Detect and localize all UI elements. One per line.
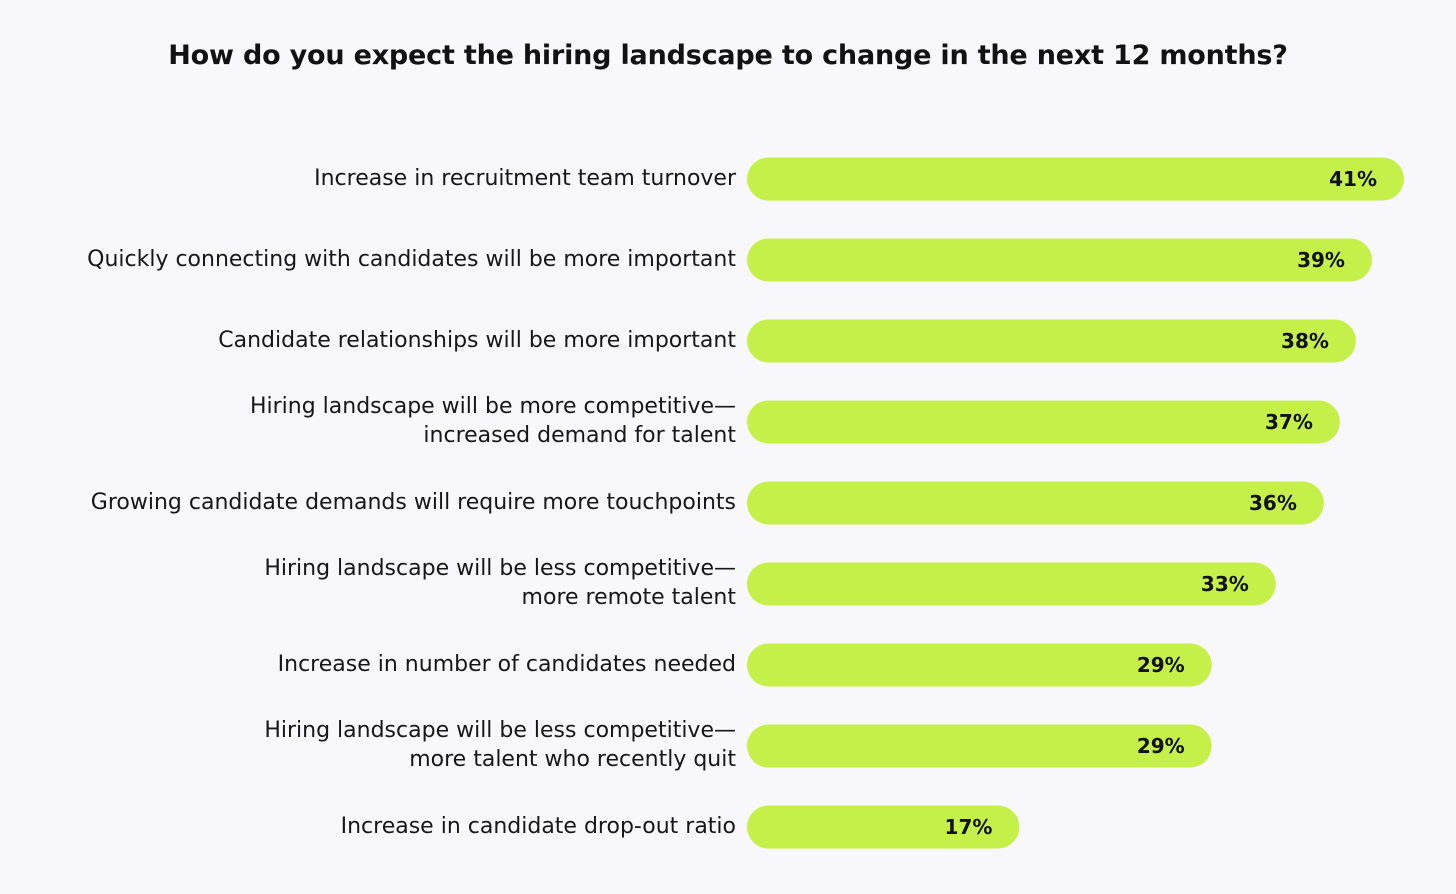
category-label: Hiring landscape will be more competitiv… — [249, 394, 736, 448]
category-label: Increase in candidate drop-out ratio — [340, 813, 736, 839]
bar-value-label: 37% — [1265, 410, 1313, 434]
bar-value-label: 29% — [1137, 653, 1185, 677]
bar-value-label: 29% — [1137, 734, 1185, 758]
bar-value-label: 39% — [1297, 248, 1345, 272]
category-label: Quickly connecting with candidates will … — [87, 246, 736, 272]
bar — [747, 157, 1404, 201]
bar-value-label: 33% — [1201, 572, 1249, 596]
bar — [747, 724, 1212, 768]
bar — [747, 400, 1340, 444]
category-label: Increase in number of candidates needed — [277, 651, 736, 677]
bar — [747, 562, 1276, 606]
chart-title: How do you expect the hiring landscape t… — [168, 40, 1288, 71]
bar — [747, 319, 1356, 363]
bar — [747, 643, 1212, 687]
bar — [747, 481, 1324, 525]
bar — [747, 238, 1372, 282]
bar — [747, 805, 1020, 849]
category-label: Candidate relationships will be more imp… — [218, 327, 736, 353]
category-label: Hiring landscape will be less competitiv… — [264, 556, 736, 610]
bar-value-label: 36% — [1249, 491, 1297, 515]
category-label: Hiring landscape will be less competitiv… — [264, 718, 736, 772]
bar-value-label: 38% — [1281, 329, 1329, 353]
category-label: Increase in recruitment team turnover — [314, 165, 736, 191]
category-label: Growing candidate demands will require m… — [90, 489, 736, 515]
bar-value-label: 17% — [945, 815, 993, 839]
bar-value-label: 41% — [1329, 167, 1377, 191]
